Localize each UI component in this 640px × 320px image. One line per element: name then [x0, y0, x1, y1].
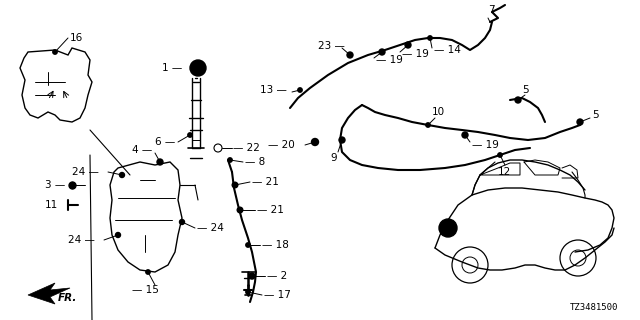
Circle shape	[379, 49, 385, 55]
Text: 13 —: 13 —	[260, 85, 287, 95]
Circle shape	[515, 97, 521, 103]
Circle shape	[426, 123, 430, 127]
Text: — 2: — 2	[267, 271, 287, 281]
Circle shape	[115, 233, 120, 237]
Text: — 17: — 17	[264, 290, 291, 300]
Circle shape	[52, 50, 57, 54]
Text: 9: 9	[330, 153, 337, 163]
Text: — 21: — 21	[252, 177, 279, 187]
Circle shape	[298, 88, 302, 92]
Text: 11: 11	[45, 200, 58, 210]
Text: TZ3481500: TZ3481500	[570, 303, 618, 312]
Text: 16: 16	[70, 33, 83, 43]
Circle shape	[120, 172, 125, 178]
Circle shape	[228, 158, 232, 162]
Circle shape	[428, 36, 432, 40]
Circle shape	[249, 273, 255, 279]
Text: — 8: — 8	[245, 157, 265, 167]
Text: 23 —: 23 —	[318, 41, 345, 51]
Circle shape	[246, 243, 250, 247]
Text: — 19: — 19	[472, 140, 499, 150]
Text: 24 —: 24 —	[72, 167, 99, 177]
Circle shape	[179, 220, 184, 225]
Text: 4 —: 4 —	[132, 145, 152, 155]
Circle shape	[439, 219, 457, 237]
Text: — 15: — 15	[132, 285, 159, 295]
Circle shape	[190, 60, 206, 76]
Text: — 22: — 22	[233, 143, 260, 153]
Circle shape	[577, 119, 583, 125]
Circle shape	[498, 153, 502, 157]
Text: 1 —: 1 —	[162, 63, 182, 73]
Text: 6 —: 6 —	[155, 137, 175, 147]
Circle shape	[188, 133, 192, 137]
Circle shape	[347, 52, 353, 58]
Circle shape	[157, 159, 163, 165]
Circle shape	[237, 207, 243, 213]
Circle shape	[232, 182, 238, 188]
Circle shape	[405, 42, 411, 48]
Circle shape	[146, 270, 150, 274]
Circle shape	[339, 137, 345, 143]
Text: — 21: — 21	[257, 205, 284, 215]
Polygon shape	[28, 283, 70, 304]
Text: — 20: — 20	[268, 140, 295, 150]
Text: 24 —: 24 —	[68, 235, 95, 245]
Text: — 14: — 14	[434, 45, 461, 55]
Text: 5: 5	[522, 85, 529, 95]
Text: — 18: — 18	[262, 240, 289, 250]
Circle shape	[312, 139, 319, 146]
Text: — 19: — 19	[402, 49, 429, 59]
Text: 12: 12	[498, 167, 511, 177]
Text: 3 —: 3 —	[45, 180, 65, 190]
Text: FR.: FR.	[58, 293, 77, 303]
Text: — 24: — 24	[197, 223, 224, 233]
Text: 7: 7	[488, 5, 495, 15]
Text: 5: 5	[592, 110, 598, 120]
Circle shape	[462, 132, 468, 138]
Text: — 19: — 19	[376, 55, 403, 65]
Text: 10: 10	[432, 107, 445, 117]
Circle shape	[246, 290, 250, 294]
